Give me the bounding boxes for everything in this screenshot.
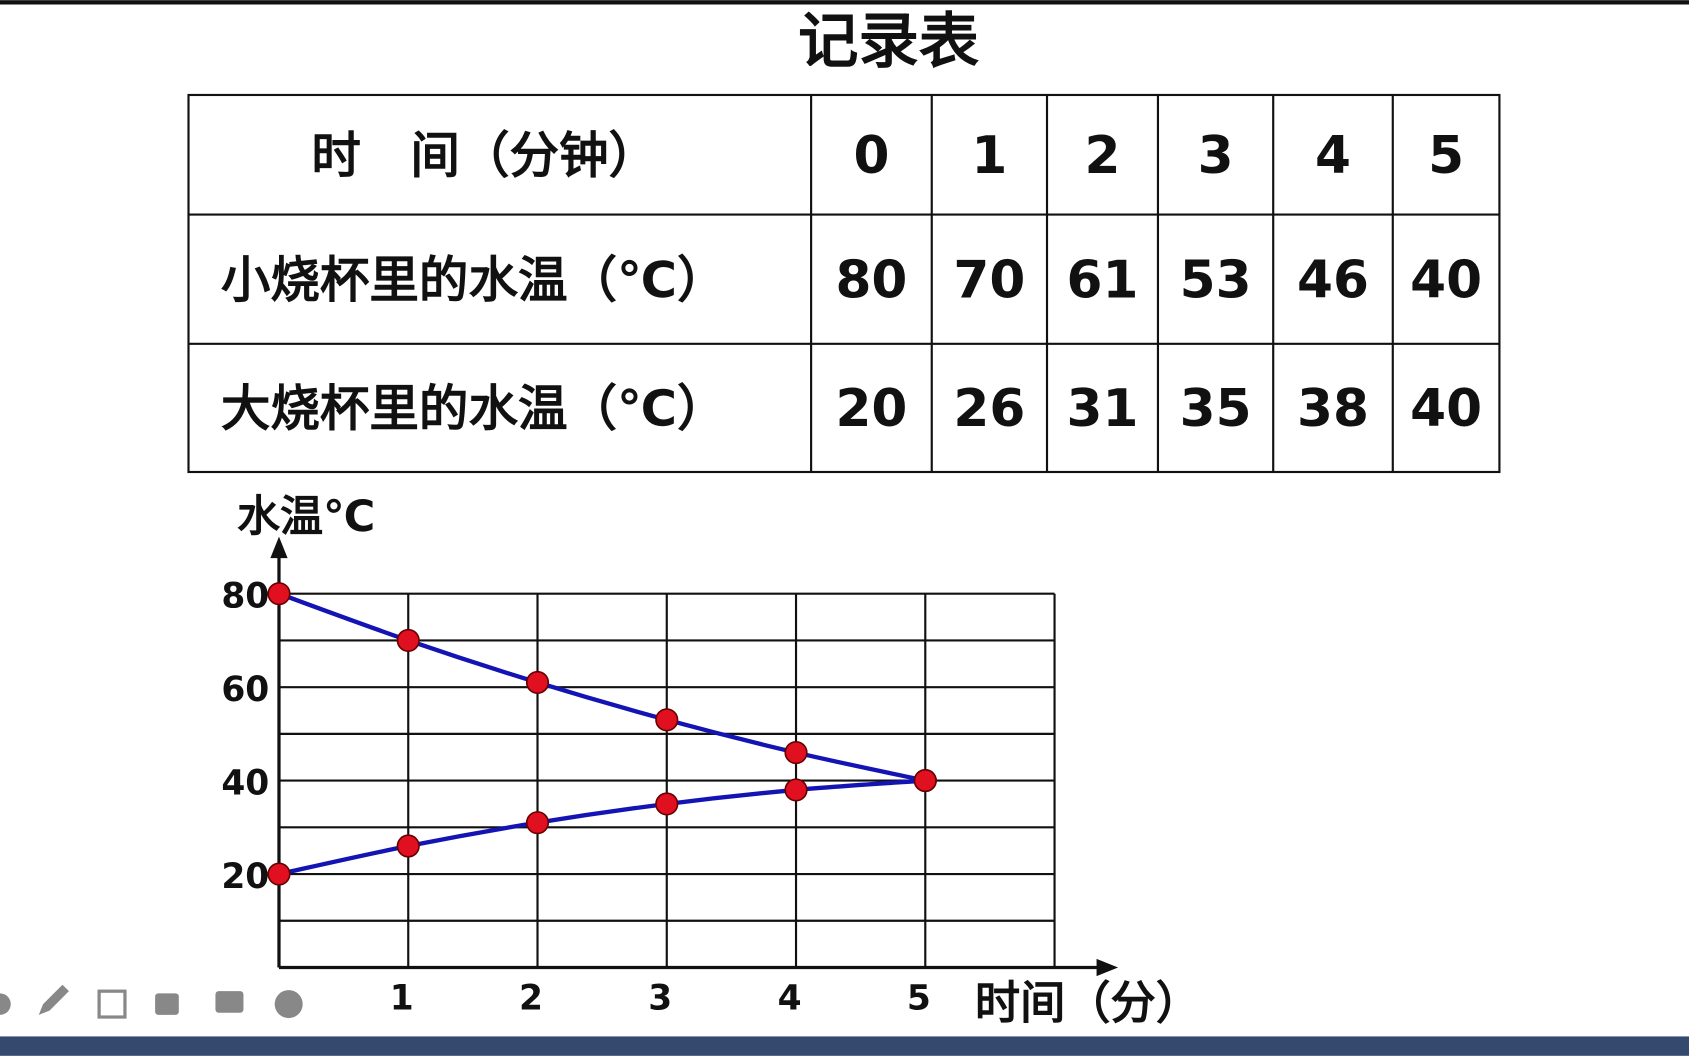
top-border — [0, 0, 1689, 5]
row-header: 大烧杯里的水温（℃） — [221, 380, 727, 438]
more-button[interactable] — [274, 990, 303, 1019]
table-cell: 61 — [1067, 250, 1139, 310]
toolbar — [0, 984, 303, 1019]
table-cell: 53 — [1180, 250, 1252, 310]
data-point — [913, 769, 937, 793]
y-tick-label: 60 — [221, 670, 269, 710]
data-point — [784, 778, 808, 802]
table-cell: 80 — [835, 250, 907, 310]
table-cell: 20 — [835, 379, 907, 439]
table-cell: 35 — [1180, 379, 1252, 439]
series-line — [278, 778, 926, 877]
table-cell: 1 — [971, 126, 1007, 186]
data-point — [396, 834, 420, 858]
data-point — [267, 582, 291, 606]
table-cell: 31 — [1067, 379, 1139, 439]
video-button[interactable] — [155, 993, 179, 1015]
y-tick-label: 40 — [221, 763, 269, 803]
data-point — [655, 792, 679, 816]
x-axis-arrow — [1096, 958, 1119, 977]
x-axis-title: 时间（分） — [975, 976, 1201, 1029]
y-tick-label: 80 — [221, 577, 269, 617]
x-tick-label: 5 — [907, 978, 931, 1018]
toolbar-button[interactable] — [0, 993, 11, 1015]
y-axis-title: 水温℃ — [237, 492, 375, 542]
data-point — [267, 862, 291, 886]
pen-button[interactable] — [38, 984, 69, 1015]
table-cell: 5 — [1428, 126, 1464, 186]
row-header: 时 间（分钟） — [311, 127, 658, 185]
table-cell: 4 — [1315, 126, 1351, 186]
row-header: 小烧杯里的水温（℃） — [221, 251, 727, 309]
table-cell: 0 — [853, 126, 889, 186]
x-tick-label: 2 — [519, 978, 543, 1018]
y-axis-arrow — [270, 536, 288, 559]
x-tick-label: 3 — [648, 978, 672, 1018]
data-point — [655, 708, 679, 732]
data-point — [525, 670, 550, 695]
table-cell: 46 — [1297, 250, 1369, 310]
data-point — [525, 811, 550, 835]
table-cell: 40 — [1410, 379, 1482, 439]
table-title: 记录表 — [798, 7, 980, 77]
table-cell: 38 — [1297, 379, 1369, 439]
bottom-bar — [0, 1036, 1689, 1056]
table-cell: 2 — [1084, 126, 1120, 186]
screenshot-button[interactable] — [97, 989, 127, 1019]
table-cell: 40 — [1410, 250, 1482, 310]
y-tick-label: 20 — [221, 857, 269, 897]
comment-button[interactable] — [215, 991, 244, 1013]
record-table: 时 间（分钟） 0 1 2 3 4 5 小烧杯里的水温（℃） 80 70 61 53 46 40 大烧杯里的… — [187, 93, 1501, 474]
table-border — [187, 93, 1501, 474]
x-tick-label: 4 — [778, 978, 802, 1018]
table-cell: 3 — [1198, 126, 1234, 186]
data-point — [396, 628, 420, 653]
data-point — [784, 740, 808, 765]
table-cell: 70 — [953, 250, 1025, 310]
x-tick-label: 1 — [390, 978, 414, 1018]
chart: 20 40 60 80 1 2 3 4 5 水温℃ 时间（分） — [221, 492, 1201, 1029]
series-line — [278, 591, 926, 783]
table-cell: 26 — [953, 379, 1025, 439]
